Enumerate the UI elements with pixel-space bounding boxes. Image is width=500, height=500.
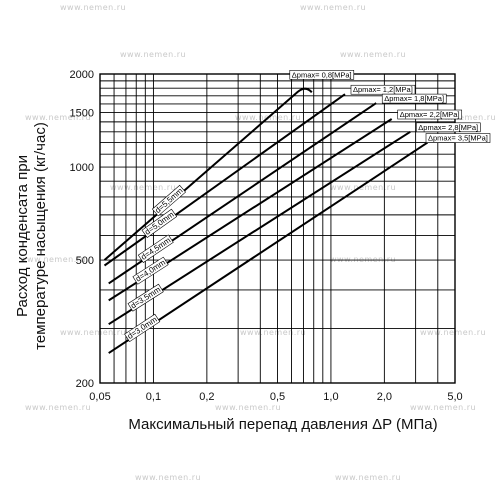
series-diameter-box — [127, 283, 164, 312]
series-diameter-box — [137, 234, 174, 263]
x-tick-labels: 0,05 0,1 0,2 0,5 1,0 2,0 5,0 — [89, 391, 462, 403]
watermark-text: www.nemen.ru — [110, 183, 176, 192]
watermark-text: www.nemen.ru — [120, 50, 186, 59]
watermark-text: www.nemen.ru — [25, 403, 91, 412]
series-max-dp-label: Δpmax= 1,8[MPa] — [384, 94, 444, 103]
series-max-dp-box — [425, 133, 491, 143]
watermark-text: www.nemen.ru — [25, 113, 91, 122]
series-max-dp-label: Δpmax= 2,2[MPa] — [400, 110, 460, 119]
series-max-dp-label: Δpmax= 0,8[MPa] — [292, 70, 352, 79]
y-tick-label: 2000 — [70, 69, 94, 81]
series-diameter-box — [141, 208, 178, 238]
series-diameter-box — [132, 256, 169, 285]
series-diameter-group: d=3,0mm — [124, 313, 161, 343]
series-diameter-group: d=4,5mm — [137, 234, 174, 263]
y-axis-title-line-2: температуре насыщения (кг/час) — [32, 122, 49, 350]
series-max-dp-label: Δpmax= 1,2[MPa] — [353, 85, 413, 94]
x-tick-label: 0,1 — [146, 391, 161, 403]
watermark-text: www.nemen.ru — [300, 3, 366, 12]
y-axis-title: Расход конденсата при температуре насыще… — [14, 122, 49, 350]
watermark-text: www.nemen.ru — [60, 3, 126, 12]
watermark-text: www.nemen.ru — [330, 255, 396, 264]
series-max-dp-box — [381, 93, 447, 104]
watermark-text: www.nemen.ru — [420, 328, 486, 337]
series-diameter-label: d=3,0mm — [126, 315, 159, 341]
series-max-dp-box — [397, 109, 463, 120]
x-tick-label: 0,2 — [199, 391, 214, 403]
y-tick-label: 200 — [76, 378, 94, 390]
y-tick-label: 500 — [76, 255, 94, 267]
x-tick-label: 0,05 — [89, 391, 110, 403]
x-tick-label: 2,0 — [377, 391, 392, 403]
series-diameter-label: d=4,0mm — [134, 258, 167, 284]
watermark-text: www.nemen.ru — [20, 255, 86, 264]
plot-frame — [99, 73, 456, 384]
watermark-text: www.nemen.ru — [135, 473, 201, 482]
series-line — [103, 93, 346, 267]
y-axis-title-line-1: Расход конденсата при — [14, 155, 31, 317]
x-tick-label: 5,0 — [447, 391, 462, 403]
watermark-text: www.nemen.ru — [335, 473, 401, 482]
watermark-text: www.nemen.ru — [330, 183, 396, 192]
series-diameter-group: d=4,0mm — [132, 256, 169, 285]
series-line — [108, 141, 429, 354]
watermark-text: www.nemen.ru — [410, 403, 476, 412]
x-axis-title: Максимальный перепад давления ΔP (МПа) — [128, 416, 437, 433]
y-tick-label: 1000 — [70, 162, 94, 174]
series-diameter-box — [124, 313, 161, 343]
watermark-text: www.nemen.ru — [215, 403, 281, 412]
y-tick-labels: 200 500 1000 1500 2000 — [70, 69, 94, 390]
y-tick-label: 1500 — [70, 108, 94, 120]
watermark-text: www.nemen.ru — [240, 328, 306, 337]
watermark-layer: www.nemen.ru www.nemen.ru www.nemen.ru www.… — [20, 3, 496, 482]
series-line — [103, 87, 313, 261]
series-diameter-label: d=4,5mm — [139, 235, 172, 261]
watermark-text: www.nemen.ru — [340, 50, 406, 59]
watermark-text: www.nemen.ru — [430, 113, 496, 122]
series-max-dp-label: Δpmax= 2,8[MPa] — [418, 123, 478, 132]
series-max-dp-box — [416, 122, 481, 133]
x-tick-label: 0,5 — [270, 391, 285, 403]
x-tick-label: 1,0 — [323, 391, 338, 403]
watermark-text: www.nemen.ru — [60, 328, 126, 337]
series-diameter-box — [151, 184, 186, 217]
series-max-dp-box — [289, 70, 355, 80]
series-max-dp-label: Δpmax= 3,5[MPa] — [428, 134, 488, 143]
series-diameter-label: d=3,5mm — [129, 285, 162, 311]
